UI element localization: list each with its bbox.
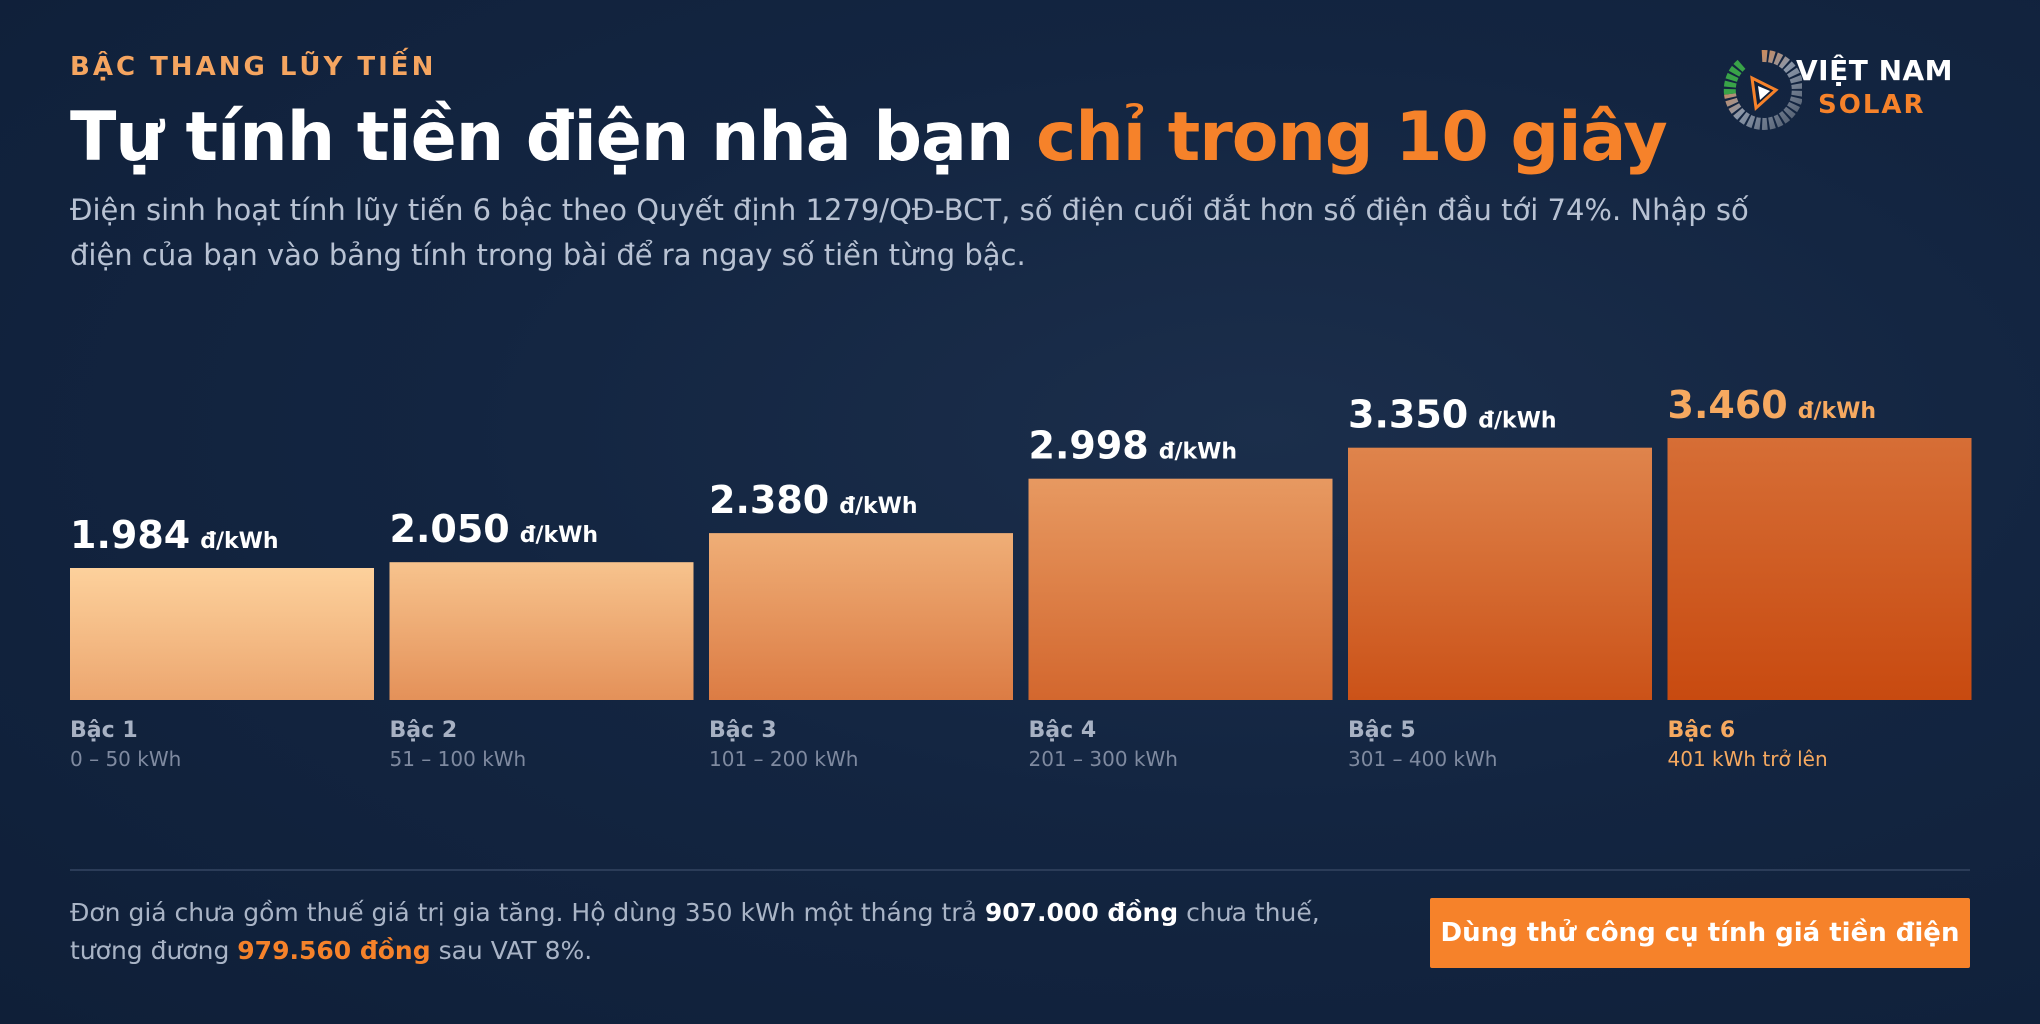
title-main: Tự tính tiền điện nhà bạn [70,98,1037,177]
tier-label-3: Bậc 3 [709,718,777,743]
logo-text-primary: VIỆT NAM [1796,54,1954,87]
tier-range-1: 0 – 50 kWh [70,747,181,771]
section-divider [70,869,1970,871]
tier-label-6: Bậc 6 [1668,718,1736,743]
logo-text-secondary: SOLAR [1818,90,1926,120]
try-calculator-button[interactable]: Dùng thử công cụ tính giá tiền điện [1430,898,1970,968]
tier-label-5: Bậc 5 [1348,718,1416,743]
price-footnote: Đơn giá chưa gồm thuế giá trị gia tăng. … [70,894,1390,970]
footnote-text-3: sau VAT 8%. [430,936,593,965]
tier-label-2: Bậc 2 [390,718,458,743]
bar-value-label-2: 2.050 đ/kWh [390,507,599,551]
footnote-text-2: chưa thuế, tương đương [70,898,1320,965]
bar-value-label-5: 3.350 đ/kWh [1348,393,1557,437]
page-subtitle: Điện sinh hoạt tính lũy tiến 6 bậc theo … [70,193,1749,272]
tier-range-6: 401 kWh trở lên [1668,747,1828,771]
tier-range-4: 201 – 300 kWh [1029,747,1178,771]
title-accent: chỉ trong 10 giây [1036,98,1668,177]
bar-value-label-6: 3.460 đ/kWh [1668,383,1877,427]
bar-tier-3 [709,533,1013,700]
footnote-text-1: Đơn giá chưa gồm thuế giá trị gia tăng. … [70,898,985,927]
eyebrow-label: BẬC THANG LŨY TIẾN [70,52,437,82]
tier-label-1: Bậc 1 [70,718,138,743]
brand-logo: VIỆT NAM SOLAR [1722,48,1982,132]
bar-tier-4 [1028,478,1333,700]
solar-panel-ring-icon [1723,49,1802,130]
bar-tier-6 [1667,438,1972,700]
tier-range-3: 101 – 200 kWh [709,747,858,771]
tier-label-4: Bậc 4 [1029,718,1097,743]
footnote-amount: 907.000 đồng [984,898,1179,927]
bar-tier-5 [1348,447,1652,700]
footnote-amount-vat: 979.560 đồng [237,936,431,965]
bar-tier-1 [70,568,374,700]
bar-value-label-4: 2.998 đ/kWh [1029,424,1238,468]
tier-range-2: 51 – 100 kWh [390,747,527,771]
page-title: Tự tính tiền điện nhà bạn chỉ trong 10 g… [70,96,1668,180]
bar-value-label-1: 1.984 đ/kWh [70,513,279,557]
tier-range-5: 301 – 400 kWh [1348,747,1497,771]
bar-tier-2 [389,562,694,700]
bar-value-label-3: 2.380 đ/kWh [709,478,918,522]
